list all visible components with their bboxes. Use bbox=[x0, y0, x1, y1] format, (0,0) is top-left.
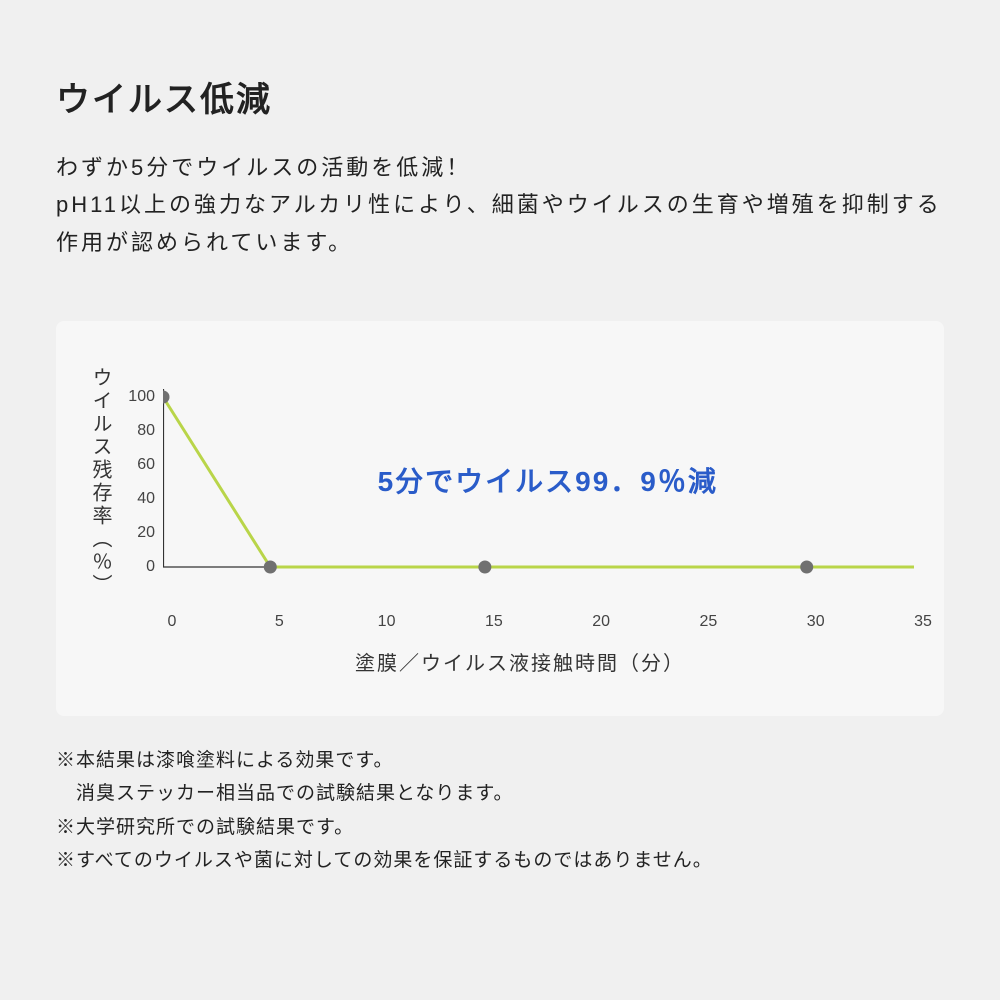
x-tick: 5 bbox=[275, 613, 284, 631]
x-tick: 20 bbox=[592, 613, 610, 631]
desc-line-1: わずか5分でウイルスの活動を低減！ bbox=[56, 155, 471, 180]
y-tick: 40 bbox=[137, 490, 155, 508]
y-axis-label: ウイルス残存率（％） bbox=[86, 357, 117, 607]
footnotes: ※本結果は漆喰塗料による効果です。 消臭ステッカー相当品での試験結果となります。… bbox=[56, 744, 944, 877]
x-tick: 25 bbox=[700, 613, 718, 631]
x-tick: 0 bbox=[168, 613, 177, 631]
y-tick: 0 bbox=[146, 558, 155, 576]
x-tick: 15 bbox=[485, 613, 503, 631]
description: わずか5分でウイルスの活動を低減！ pH11以上の強力なアルカリ性により、細菌や… bbox=[56, 149, 944, 261]
y-axis-ticks: 0 20 40 60 80 100 bbox=[117, 357, 163, 607]
x-axis-label: 塗膜／ウイルス液接触時間（分） bbox=[126, 647, 914, 676]
plot-area: 5分でウイルス99．9％減 bbox=[163, 357, 914, 607]
desc-line-2: pH11以上の強力なアルカリ性により、細菌やウイルスの生育や増殖を抑制する作用が… bbox=[56, 192, 942, 254]
note-1a: ※本結果は漆喰塗料による効果です。 bbox=[56, 744, 944, 777]
note-2: ※大学研究所での試験結果です。 bbox=[56, 811, 944, 844]
y-tick: 100 bbox=[128, 388, 155, 406]
virus-chart: ウイルス残存率（％） 0 20 40 60 80 100 5分でウイルス99．9％減 0 5… bbox=[56, 321, 944, 716]
y-tick: 80 bbox=[137, 422, 155, 440]
y-tick: 60 bbox=[137, 456, 155, 474]
note-3: ※すべてのウイルスや菌に対しての効果を保証するものではありません。 bbox=[56, 844, 944, 877]
x-tick: 35 bbox=[914, 613, 932, 631]
x-tick: 30 bbox=[807, 613, 825, 631]
chart-callout: 5分でウイルス99．9％減 bbox=[378, 460, 718, 500]
x-axis-ticks: 05101520253035 bbox=[172, 607, 923, 635]
x-tick: 10 bbox=[378, 613, 396, 631]
page-title: ウイルス低減 bbox=[56, 72, 944, 121]
y-tick: 20 bbox=[137, 524, 155, 542]
note-1b: 消臭ステッカー相当品での試験結果となります。 bbox=[56, 777, 944, 810]
